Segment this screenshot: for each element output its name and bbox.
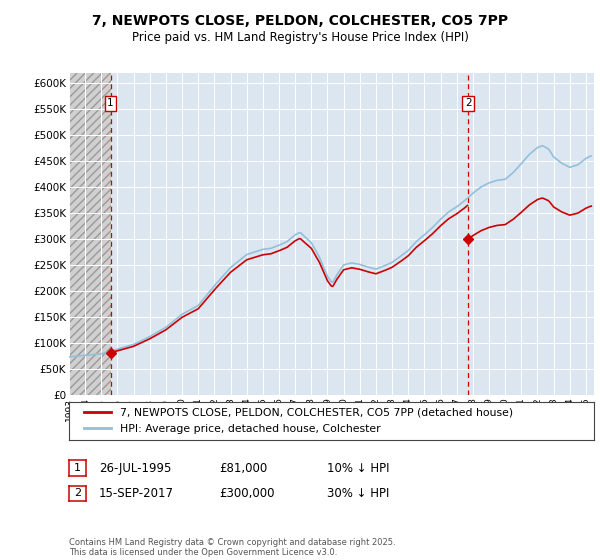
Text: £300,000: £300,000: [219, 487, 275, 501]
Text: 26-JUL-1995: 26-JUL-1995: [99, 462, 172, 475]
Text: 1: 1: [107, 99, 114, 109]
Text: Price paid vs. HM Land Registry's House Price Index (HPI): Price paid vs. HM Land Registry's House …: [131, 31, 469, 44]
Text: 30% ↓ HPI: 30% ↓ HPI: [327, 487, 389, 501]
Text: 1: 1: [74, 463, 81, 473]
Text: Contains HM Land Registry data © Crown copyright and database right 2025.
This d: Contains HM Land Registry data © Crown c…: [69, 538, 395, 557]
Text: 2: 2: [465, 99, 472, 109]
Text: 10% ↓ HPI: 10% ↓ HPI: [327, 462, 389, 475]
Legend: 7, NEWPOTS CLOSE, PELDON, COLCHESTER, CO5 7PP (detached house), HPI: Average pri: 7, NEWPOTS CLOSE, PELDON, COLCHESTER, CO…: [80, 403, 517, 438]
Text: £81,000: £81,000: [219, 462, 267, 475]
Bar: [69, 73, 110, 395]
Text: 15-SEP-2017: 15-SEP-2017: [99, 487, 174, 501]
Text: 7, NEWPOTS CLOSE, PELDON, COLCHESTER, CO5 7PP: 7, NEWPOTS CLOSE, PELDON, COLCHESTER, CO…: [92, 14, 508, 28]
Text: 2: 2: [74, 488, 81, 498]
